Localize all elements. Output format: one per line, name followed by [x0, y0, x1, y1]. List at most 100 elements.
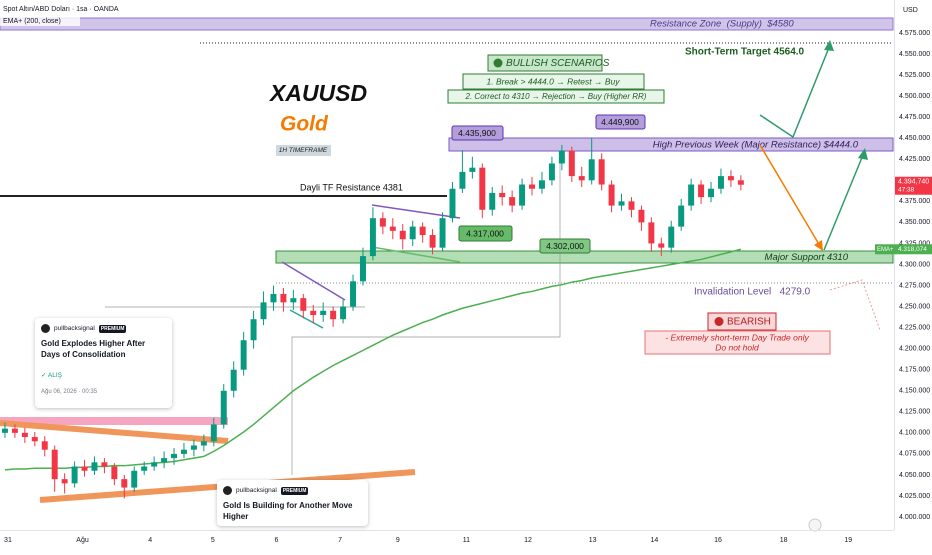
x-tick-label: 18 [780, 537, 788, 544]
candle-body [21, 432, 28, 438]
candle-body [469, 167, 476, 172]
prev-week-label: High Previous Week (Major Resistance) $4… [653, 140, 859, 151]
card-author: pullbacksignal PREMIUM [223, 486, 362, 495]
y-tick-label: 4.500.000 [899, 93, 930, 100]
candle-body [91, 462, 98, 471]
currency: USD [903, 7, 918, 14]
y-tick-label: 4.350.000 [899, 219, 930, 226]
bearish-line: - Extremely short-term Day Trade only [665, 332, 809, 342]
candle-body [161, 458, 168, 463]
candle-body [678, 205, 685, 227]
timeframe-bg [276, 145, 331, 156]
date: Ağu 06, 2026 · 00:35 [41, 388, 98, 395]
arrow-head [858, 148, 868, 160]
candle-body [230, 369, 237, 391]
candle-body [1, 428, 8, 433]
callout-box [595, 114, 646, 130]
bearish-line: Do not hold [715, 342, 759, 352]
candle-body [330, 310, 337, 320]
candle-body [71, 466, 78, 484]
candle-body [409, 226, 416, 240]
candle-body [628, 201, 635, 210]
headline: Gold Explodes Higher After Days of Conso… [41, 339, 146, 359]
arrow-head [824, 40, 834, 51]
callout: 4.302,000 [546, 241, 584, 251]
candle-body [519, 184, 526, 206]
callout: 4.435,900 [458, 128, 496, 138]
news-card[interactable]: pullbacksignal PREMIUM Gold Explodes High… [35, 318, 172, 408]
resistance-zone [0, 17, 894, 31]
indicator: EMA+ (200, close) [3, 18, 61, 25]
subtitle: Gold [280, 113, 329, 136]
news-card[interactable]: pullbacksignal PREMIUM Gold Is Building f… [217, 480, 368, 526]
y-tick-label: 4.075.000 [899, 451, 930, 458]
candle-body [270, 293, 277, 303]
candle-body [41, 441, 48, 450]
countdown: 47:38 [898, 186, 915, 193]
candle-body [737, 180, 744, 185]
y-tick-label: 4.525.000 [899, 72, 930, 79]
y-tick-label: 4.250.000 [899, 303, 930, 310]
marks-layer [1, 138, 744, 499]
bearish-box [707, 312, 777, 331]
candle-body [558, 150, 565, 164]
title: XAUUSD [268, 80, 367, 106]
candle-body [479, 167, 486, 210]
card-author: pullbacksignal PREMIUM [41, 324, 166, 333]
candle-body [538, 180, 545, 189]
candle-body [489, 192, 496, 210]
y-tick-label: 4.125.000 [899, 409, 930, 416]
candle-body [350, 281, 357, 307]
symbol: Spot Altın/ABD Doları · 1sa · OANDA [3, 6, 119, 13]
y-tick-label: 4.375.000 [899, 198, 930, 205]
y-tick-label: 4.575.000 [899, 30, 930, 37]
candle-body [250, 319, 257, 341]
candle-body [658, 243, 665, 248]
x-tick-label: 4 [148, 537, 152, 544]
indicator-bg [0, 16, 80, 26]
y-tick-label: 4.025.000 [899, 493, 930, 500]
arrow [759, 144, 821, 247]
bearish-title: BEARISH [727, 317, 771, 328]
callout: 4.449,900 [601, 117, 639, 127]
x-tick-label: 9 [396, 537, 400, 544]
bearish-icon [714, 317, 724, 326]
candle-body [180, 449, 187, 454]
candle-body [151, 462, 158, 467]
candle-body [369, 218, 376, 257]
candle-body [190, 445, 197, 450]
signal: ✓ ALIŞ [41, 371, 62, 379]
candle-body [310, 310, 317, 316]
candle-body [141, 466, 148, 471]
candle-body [31, 437, 38, 442]
candle-body [111, 466, 118, 480]
candle-body [320, 310, 327, 316]
candle-body [459, 171, 466, 189]
badge: PREMIUM [98, 324, 127, 333]
y-tick-label: 4.450.000 [899, 135, 930, 142]
candle-body [131, 470, 138, 488]
candle-body [399, 230, 406, 240]
y-tick-label: 4.050.000 [899, 472, 930, 479]
timeframe: 1H TIMEFRAME [279, 147, 328, 154]
candle-body [578, 176, 585, 181]
author: pullbacksignal [54, 325, 95, 332]
ema-line [4, 248, 742, 471]
resistance-label: Resistance Zone (Supply) $4580 [650, 19, 794, 30]
candle-body [359, 256, 366, 282]
callout-box [539, 238, 591, 254]
y-tick-label: 4.300.000 [899, 261, 930, 268]
bullish-icon [493, 58, 503, 68]
candle-body [548, 163, 555, 181]
x-tick-label: 14 [650, 537, 658, 544]
candle-body [61, 479, 68, 484]
candle-body [608, 184, 615, 206]
candle-body [101, 462, 108, 467]
candle-body [429, 235, 436, 248]
candle-body [588, 159, 595, 181]
candle-body [717, 176, 724, 189]
ema-name: EMA+ [877, 247, 894, 253]
